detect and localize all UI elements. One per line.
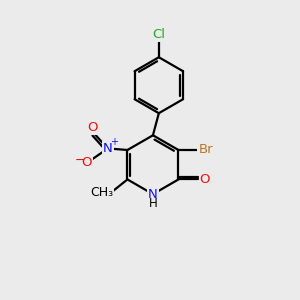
Text: O: O — [200, 173, 210, 186]
Text: +: + — [110, 137, 118, 147]
Text: Cl: Cl — [152, 28, 165, 41]
Text: N: N — [103, 142, 112, 155]
Text: N: N — [148, 188, 158, 201]
Text: H: H — [148, 197, 157, 210]
Text: O: O — [88, 121, 98, 134]
Text: CH₃: CH₃ — [90, 186, 113, 199]
Text: −: − — [74, 154, 85, 167]
Text: Br: Br — [199, 143, 213, 157]
Text: O: O — [81, 156, 92, 169]
